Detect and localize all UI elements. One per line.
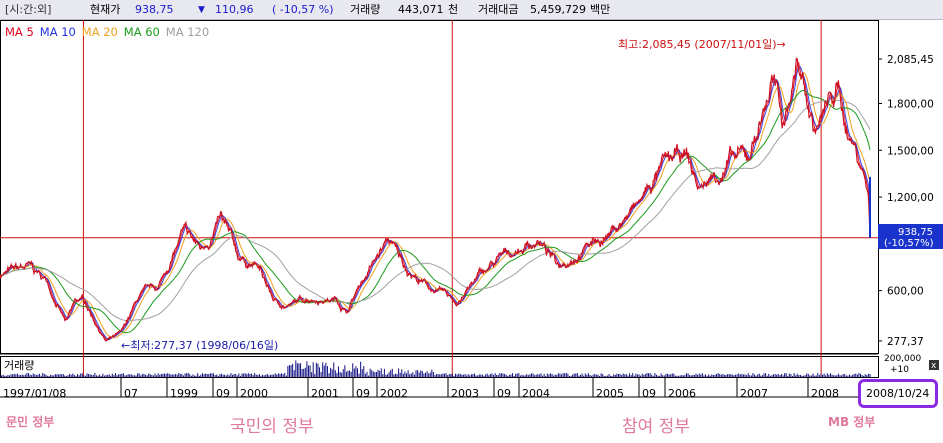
x-tick-label: 2000 xyxy=(240,387,268,400)
amount-label: 거래대금 xyxy=(478,3,519,16)
y-tick-label: 1,500,00 xyxy=(887,145,934,157)
x-tick-label: 07 xyxy=(124,387,138,400)
x-tick-label: 2008 xyxy=(811,387,839,400)
era-label-moonmin: 문민 정부 xyxy=(6,415,55,429)
price-line xyxy=(0,57,871,342)
legend-entry: MA 5 xyxy=(5,25,34,39)
y-tick-label: 277,37 xyxy=(887,336,924,348)
volume-panel-border xyxy=(0,356,879,378)
legend-entry: MA 20 xyxy=(82,25,118,39)
current-date: 2008/10/24 xyxy=(866,387,930,400)
ma-line-3 xyxy=(0,72,871,339)
x-tick-label: 09 xyxy=(356,387,370,400)
y-tick-label: 2,085,45 xyxy=(887,54,934,66)
y-tick-label: 1,200,00 xyxy=(887,192,934,204)
x-tick-label: 2004 xyxy=(522,387,550,400)
legend-entry: MA 60 xyxy=(124,25,160,39)
current-price: 938,75 xyxy=(135,3,174,16)
x-tick-label: 1999 xyxy=(170,387,198,400)
x-tick-label: 2002 xyxy=(380,387,408,400)
price-tag-pct: (-10,57%) xyxy=(884,238,934,249)
x-tick-label: 2006 xyxy=(668,387,696,400)
x-tick-label: 09 xyxy=(216,387,230,400)
volume-axis-tick: 200,000 xyxy=(884,354,921,364)
price-axis: 2,085,45 1,800,00 1,500,00 1,200,00 600,00 27… xyxy=(878,54,934,348)
price-change: 110,96 xyxy=(215,3,254,16)
legend-entry: MA 10 xyxy=(40,25,76,39)
time-axis: 1997/01/08 07 1999 09 2000 2001 09 2002 2003 09 20… xyxy=(0,377,878,400)
volume-label: 거래량 xyxy=(350,3,381,16)
session-bracket: [시:간:외] xyxy=(5,3,52,16)
price-label: 현재가 xyxy=(90,3,121,16)
amount-unit: 백만 xyxy=(590,3,611,16)
price-series xyxy=(0,57,871,342)
ma-line-4 xyxy=(0,90,871,334)
volume-panel: 거래량 200,000 +10 x xyxy=(4,354,939,375)
volume-value: 443,071 xyxy=(398,3,444,16)
high-annotation: 최고:2,085,45 (2007/11/01일)→ xyxy=(618,37,786,51)
price-change-pct: ( -10,57 %) xyxy=(272,3,334,16)
x-tick-label: 2003 xyxy=(451,387,479,400)
chart-frame xyxy=(0,20,879,378)
x-tick-label: 2005 xyxy=(596,387,624,400)
amount-value: 5,459,729 xyxy=(530,3,586,16)
current-price-tag: 938,75 (-10,57%) xyxy=(878,224,943,249)
era-label-chamyeo: 참여 정부 xyxy=(622,417,690,437)
svg-text:x: x xyxy=(931,361,937,371)
ma-line-2 xyxy=(0,66,871,341)
era-label-kookmin: 국민의 정부 xyxy=(230,417,314,437)
x-tick-label: 1997/01/08 xyxy=(3,387,66,400)
current-date-box: 2008/10/24 xyxy=(858,379,938,408)
down-arrow-icon: ▼ xyxy=(198,5,205,15)
volume-bars xyxy=(0,360,871,377)
price-tag-value: 938,75 xyxy=(898,227,933,238)
x-tick-label: 2001 xyxy=(311,387,339,400)
y-tick-label: 1,800,00 xyxy=(887,98,934,110)
ma-legend: MA 5 MA 10 MA 20 MA 60 MA 120 xyxy=(5,25,209,39)
moving-average-lines xyxy=(0,60,871,341)
legend-entry: MA 120 xyxy=(166,25,209,39)
x-tick-label: 2007 xyxy=(740,387,768,400)
price-panel-border xyxy=(0,20,879,354)
x-tick-label: 09 xyxy=(642,387,656,400)
quote-header: [시:간:외] 현재가 938,75 ▼ 110,96 ( -10,57 %) … xyxy=(0,0,943,20)
volume-axis-tick: +10 xyxy=(890,365,909,375)
close-icon[interactable]: x xyxy=(929,360,939,371)
low-annotation: ←최저:277,37 (1998/06/16일) xyxy=(121,338,278,352)
y-tick-label: 600,00 xyxy=(887,286,924,298)
volume-unit: 천 xyxy=(448,3,459,16)
era-label-mb: MB 정부 xyxy=(828,415,876,429)
volume-panel-label: 거래량 xyxy=(4,359,34,372)
x-tick-label: 09 xyxy=(497,387,511,400)
ma-line-1 xyxy=(0,60,871,341)
